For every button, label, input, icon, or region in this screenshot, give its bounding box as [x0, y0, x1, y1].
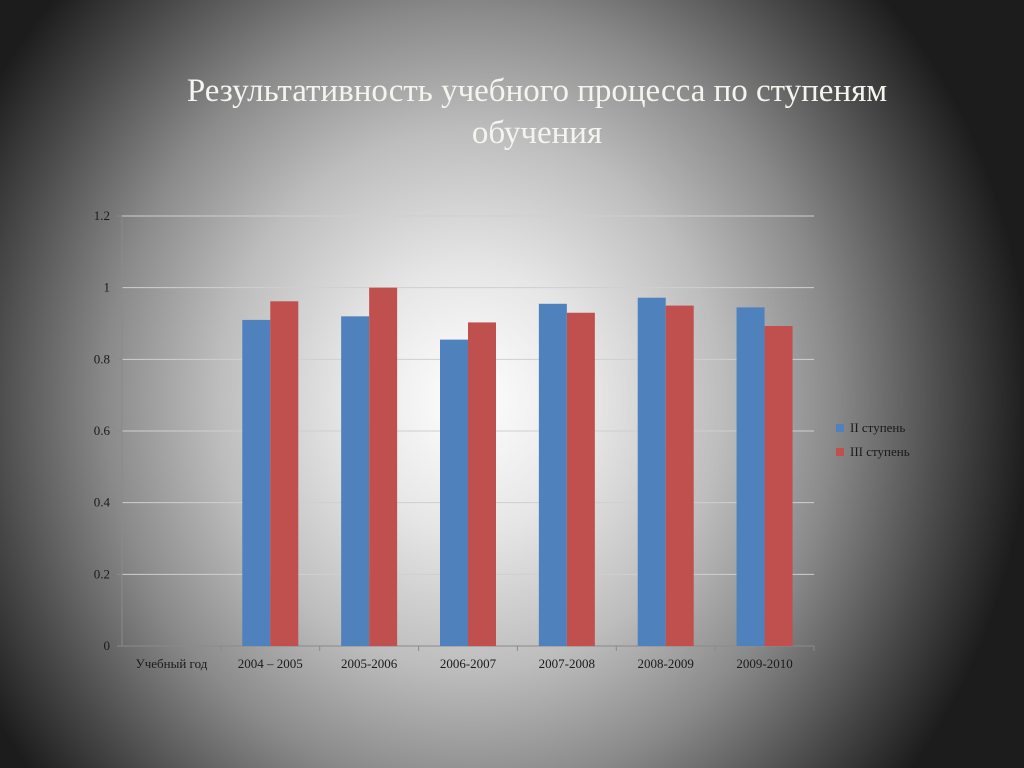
slide-title-line-1: Результативность учебного процесса по ст…	[186, 73, 888, 109]
bar-ii-stupen	[440, 339, 468, 646]
x-category-label: 2009-2010	[736, 656, 792, 671]
bar-ii-stupen	[341, 316, 370, 646]
slide-title: Результативность учебного процесса по ст…	[100, 70, 974, 154]
bar-ii-stupen	[242, 319, 271, 646]
bar-iii-stupen	[566, 312, 595, 646]
bar-iii-stupen	[764, 326, 793, 646]
y-tick-label: 0.6	[94, 423, 111, 438]
bar-ii-stupen	[538, 303, 567, 646]
bar-iii-stupen	[369, 287, 398, 646]
slide-title-line-2: обучения	[471, 115, 603, 151]
x-category-label: 2006-2007	[440, 656, 497, 671]
x-category-label: 2004 – 2005	[238, 656, 303, 671]
bar-iii-stupen	[665, 305, 694, 646]
legend-label: III ступень	[850, 444, 910, 459]
chart-labels: 0 0.2 0.4 0.6 0.8 1 1.2 Учебный год 2004 – 2005 2…	[94, 208, 793, 671]
y-tick-label: 0	[104, 638, 111, 653]
chart-legend: II ступень III ступень	[836, 420, 910, 459]
x-category-label: Учебный год	[136, 656, 208, 671]
legend-swatch	[836, 448, 844, 456]
y-tick-label: 1	[104, 280, 111, 295]
x-category-label: 2007-2008	[539, 656, 595, 671]
y-tick-label: 1.2	[94, 208, 110, 223]
bar-iii-stupen	[468, 322, 496, 646]
y-tick-label: 0.2	[94, 566, 110, 581]
x-category-label: 2005-2006	[341, 656, 398, 671]
y-tick-label: 0.4	[94, 495, 111, 510]
bar-ii-stupen	[637, 297, 666, 646]
y-tick-label: 0.8	[94, 351, 110, 366]
bar-ii-stupen	[736, 307, 765, 646]
legend-label: II ступень	[850, 420, 905, 435]
legend-swatch	[836, 424, 844, 432]
bar-iii-stupen	[270, 301, 299, 646]
chart-bars	[242, 287, 793, 646]
x-category-label: 2008-2009	[638, 656, 694, 671]
